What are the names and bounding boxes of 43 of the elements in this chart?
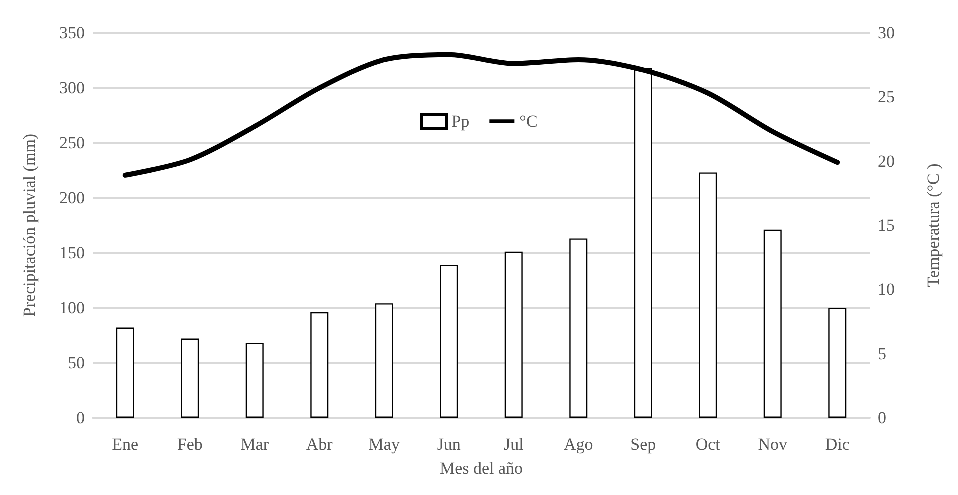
x-tick-label: May (368, 435, 400, 454)
y2-axis-title: Temperatura (°C ) (924, 164, 943, 288)
y2-tick-label: 20 (878, 152, 895, 171)
y-axis-title: Precipitación pluvial (mm) (20, 134, 39, 318)
x-tick-label: Dic (825, 435, 850, 454)
y-tick-label: 100 (60, 298, 85, 318)
x-tick-label: Ene (112, 435, 139, 454)
x-axis-title: Mes del año (440, 459, 524, 478)
bar (246, 343, 264, 418)
legend-label: °C (520, 112, 538, 131)
x-tick-label: Ago (564, 435, 594, 454)
y2-tick-label: 5 (878, 344, 886, 364)
y-tick-label: 50 (68, 354, 85, 372)
x-tick-label: Mar (240, 435, 270, 454)
y-tick-label: 350 (60, 24, 85, 42)
bar (764, 230, 782, 418)
bar (375, 304, 394, 418)
bar (310, 312, 329, 418)
y2-tick-label: 25 (878, 88, 895, 107)
bar (440, 265, 458, 418)
bar (181, 338, 200, 418)
y-tick-label: 0 (76, 408, 85, 428)
x-tick-label: Abr (306, 435, 334, 454)
x-tick-label: Jun (437, 435, 462, 454)
bar (116, 328, 134, 418)
y-tick-label: 300 (60, 78, 85, 98)
x-tick-label: Nov (758, 435, 788, 454)
x-tick-label: Feb (177, 435, 203, 454)
x-tick-label: Jul (504, 435, 524, 454)
y2-tick-label: 10 (878, 280, 895, 300)
legend-label: Pp (452, 112, 470, 131)
y2-tick-label: 0 (878, 408, 886, 428)
y2-tick-label: 15 (878, 216, 895, 235)
y-tick-label: 250 (60, 134, 85, 152)
bar (504, 252, 523, 418)
y-tick-label: 200 (60, 188, 85, 208)
bar (828, 308, 847, 418)
y2-tick-label: 30 (878, 24, 895, 42)
bar (699, 172, 718, 418)
y-tick-label: 150 (60, 244, 85, 262)
x-tick-label: Oct (696, 435, 721, 454)
bar (570, 238, 588, 418)
x-tick-label: Sep (630, 435, 656, 454)
